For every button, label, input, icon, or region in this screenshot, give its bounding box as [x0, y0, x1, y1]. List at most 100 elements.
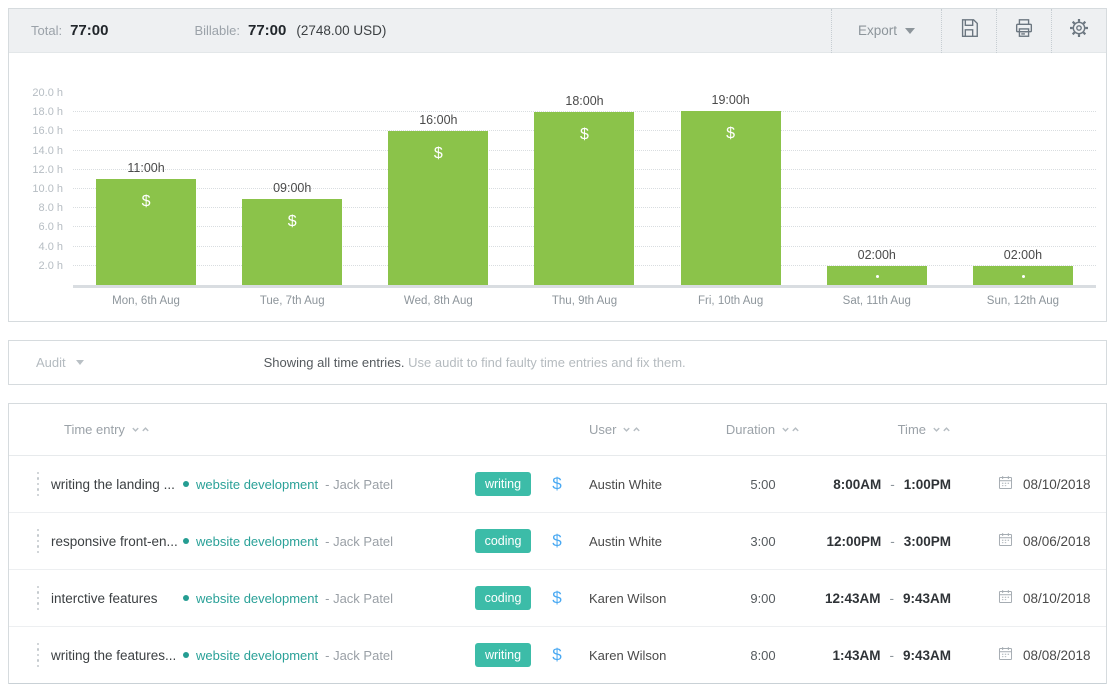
chart-y-axis: 20.0 h 18.0 h 16.0 h 14.0 h 12.0 h 10.0 h 8.0 … [9, 87, 63, 285]
chart-bar-tue: $ [242, 199, 343, 285]
chart-plot-area: 11:00h $ 09:00h $ 16:00h $ 18:00h $ 19:0… [73, 93, 1096, 288]
chart-bar-thu: $ [534, 112, 635, 285]
chart-bars: 11:00h $ 09:00h $ 16:00h $ 18:00h $ 19:0… [73, 93, 1096, 285]
time-range[interactable]: 12:00PM - 3:00PM [801, 534, 965, 549]
billable-marker: $ [141, 193, 151, 210]
y-tick-label: 20.0 h [32, 87, 63, 99]
column-header-label: Duration [725, 422, 776, 437]
column-header-duration[interactable]: Duration [725, 422, 801, 437]
billable-toggle[interactable]: $ [552, 588, 562, 607]
print-button[interactable] [997, 9, 1051, 53]
billable-toggle[interactable]: $ [552, 645, 562, 664]
time-dash: - [890, 533, 895, 549]
y-tick-label: 16.0 h [32, 125, 63, 137]
sort-asc-icon [142, 427, 149, 432]
column-header-time[interactable]: Time [801, 422, 965, 437]
settings-button[interactable] [1052, 9, 1106, 53]
project-selector[interactable]: website development - Jack Patel [177, 591, 467, 606]
audit-bar: Audit Showing all time entries. Use audi… [8, 340, 1107, 385]
table-header-row: Time entry User Duration Time [9, 404, 1106, 456]
time-range[interactable]: 1:43AM - 9:43AM [801, 648, 965, 663]
sort-icons[interactable] [781, 425, 800, 434]
end-time[interactable]: 9:43AM [902, 647, 951, 663]
tag-chip[interactable]: coding [474, 529, 532, 553]
time-entry-row: writing the features... website developm… [9, 627, 1106, 684]
tag-cell: coding [467, 529, 539, 553]
start-time[interactable]: 1:43AM [832, 647, 881, 663]
bar-slot: 02:00h $ [950, 93, 1096, 285]
toolbar-divider [830, 8, 832, 53]
export-button[interactable]: Export [832, 9, 941, 52]
export-label: Export [857, 23, 897, 38]
date-cell[interactable]: 08/10/2018 [965, 474, 1106, 494]
entry-title[interactable]: interctive features [51, 590, 158, 606]
drag-handle-icon[interactable] [31, 471, 45, 497]
tag-chip[interactable]: writing [474, 643, 532, 667]
entry-title[interactable]: writing the landing ... [51, 476, 175, 492]
billable-toggle[interactable]: $ [552, 531, 562, 550]
date-cell[interactable]: 08/06/2018 [965, 531, 1106, 551]
time-range[interactable]: 8:00AM - 1:00PM [801, 477, 965, 492]
calendar-icon [997, 531, 1014, 551]
x-tick-label: Tue, 7th Aug [259, 295, 325, 307]
time-entry-row: responsive front-en... website developme… [9, 513, 1106, 570]
x-tick-label: Thu, 9th Aug [551, 295, 618, 307]
column-header-user[interactable]: User [575, 422, 725, 437]
billable-marker: $ [580, 126, 589, 143]
settings-icon [1068, 17, 1090, 44]
column-header-time-entry[interactable]: Time entry [45, 422, 177, 437]
project-selector[interactable]: website development - Jack Patel [177, 477, 467, 492]
time-entries-table: Time entry User Duration Time writing th… [8, 403, 1107, 684]
chart-bar-mon: $ [96, 179, 197, 285]
project-name: website development [196, 533, 319, 549]
tag-chip[interactable]: coding [474, 586, 532, 610]
project-member: - Jack Patel [325, 476, 394, 492]
x-tick-label: Sun, 12th Aug [986, 295, 1060, 307]
audit-dropdown[interactable]: Audit [36, 355, 84, 370]
time-range[interactable]: 12:43AM - 9:43AM [801, 591, 965, 606]
sort-desc-icon [933, 427, 940, 432]
project-member: - Jack Patel [325, 590, 394, 606]
duration-value: 3:00 [750, 533, 776, 549]
sort-icons[interactable] [131, 425, 150, 434]
sort-icons[interactable] [932, 425, 951, 434]
sort-icons[interactable] [622, 425, 641, 434]
y-tick-label: 10.0 h [32, 183, 63, 195]
bar-slot: 09:00h $ [219, 93, 365, 285]
entry-title[interactable]: writing the features... [51, 647, 177, 663]
entry-title[interactable]: responsive front-en... [51, 533, 178, 549]
start-time[interactable]: 12:43AM [824, 590, 881, 606]
y-tick-label: 4.0 h [38, 241, 63, 253]
sort-asc-icon [943, 427, 950, 432]
date-cell[interactable]: 08/10/2018 [965, 588, 1106, 608]
project-name: website development [196, 647, 319, 663]
weekly-hours-chart: 20.0 h 18.0 h 16.0 h 14.0 h 12.0 h 10.0 h 8.0 … [9, 53, 1106, 321]
user-name: Austin White [589, 533, 662, 549]
sort-desc-icon [132, 427, 139, 432]
date-cell[interactable]: 08/08/2018 [965, 645, 1106, 665]
bar-value-label: 16:00h [419, 113, 458, 127]
tag-cell: writing [467, 472, 539, 496]
start-time[interactable]: 8:00AM [833, 476, 882, 492]
drag-handle-icon[interactable] [31, 585, 45, 611]
user-name: Karen Wilson [589, 590, 667, 606]
sort-desc-icon [782, 427, 789, 432]
chart-baseline [73, 285, 1096, 288]
entry-date: 08/10/2018 [1023, 590, 1091, 606]
tag-chip[interactable]: writing [474, 472, 532, 496]
project-selector[interactable]: website development - Jack Patel [177, 534, 467, 549]
end-time[interactable]: 3:00PM [903, 533, 951, 549]
billable-marker: $ [726, 125, 736, 142]
column-header-label: User [589, 422, 617, 437]
drag-handle-icon[interactable] [31, 642, 45, 668]
end-time[interactable]: 1:00PM [903, 476, 951, 492]
project-selector[interactable]: website development - Jack Patel [177, 648, 467, 663]
start-time[interactable]: 12:00PM [826, 533, 882, 549]
chart-x-axis: Mon, 6th Aug Tue, 7th Aug Wed, 8th Aug T… [73, 295, 1096, 307]
save-button[interactable] [942, 9, 996, 53]
billable-toggle[interactable]: $ [552, 474, 562, 493]
bar-value-label: 11:00h [127, 161, 165, 175]
end-time[interactable]: 9:43AM [902, 590, 951, 606]
drag-handle-icon[interactable] [31, 528, 45, 554]
summary-bar: Total: 77:00 Billable: 77:00 (2748.00 US… [9, 8, 1106, 53]
